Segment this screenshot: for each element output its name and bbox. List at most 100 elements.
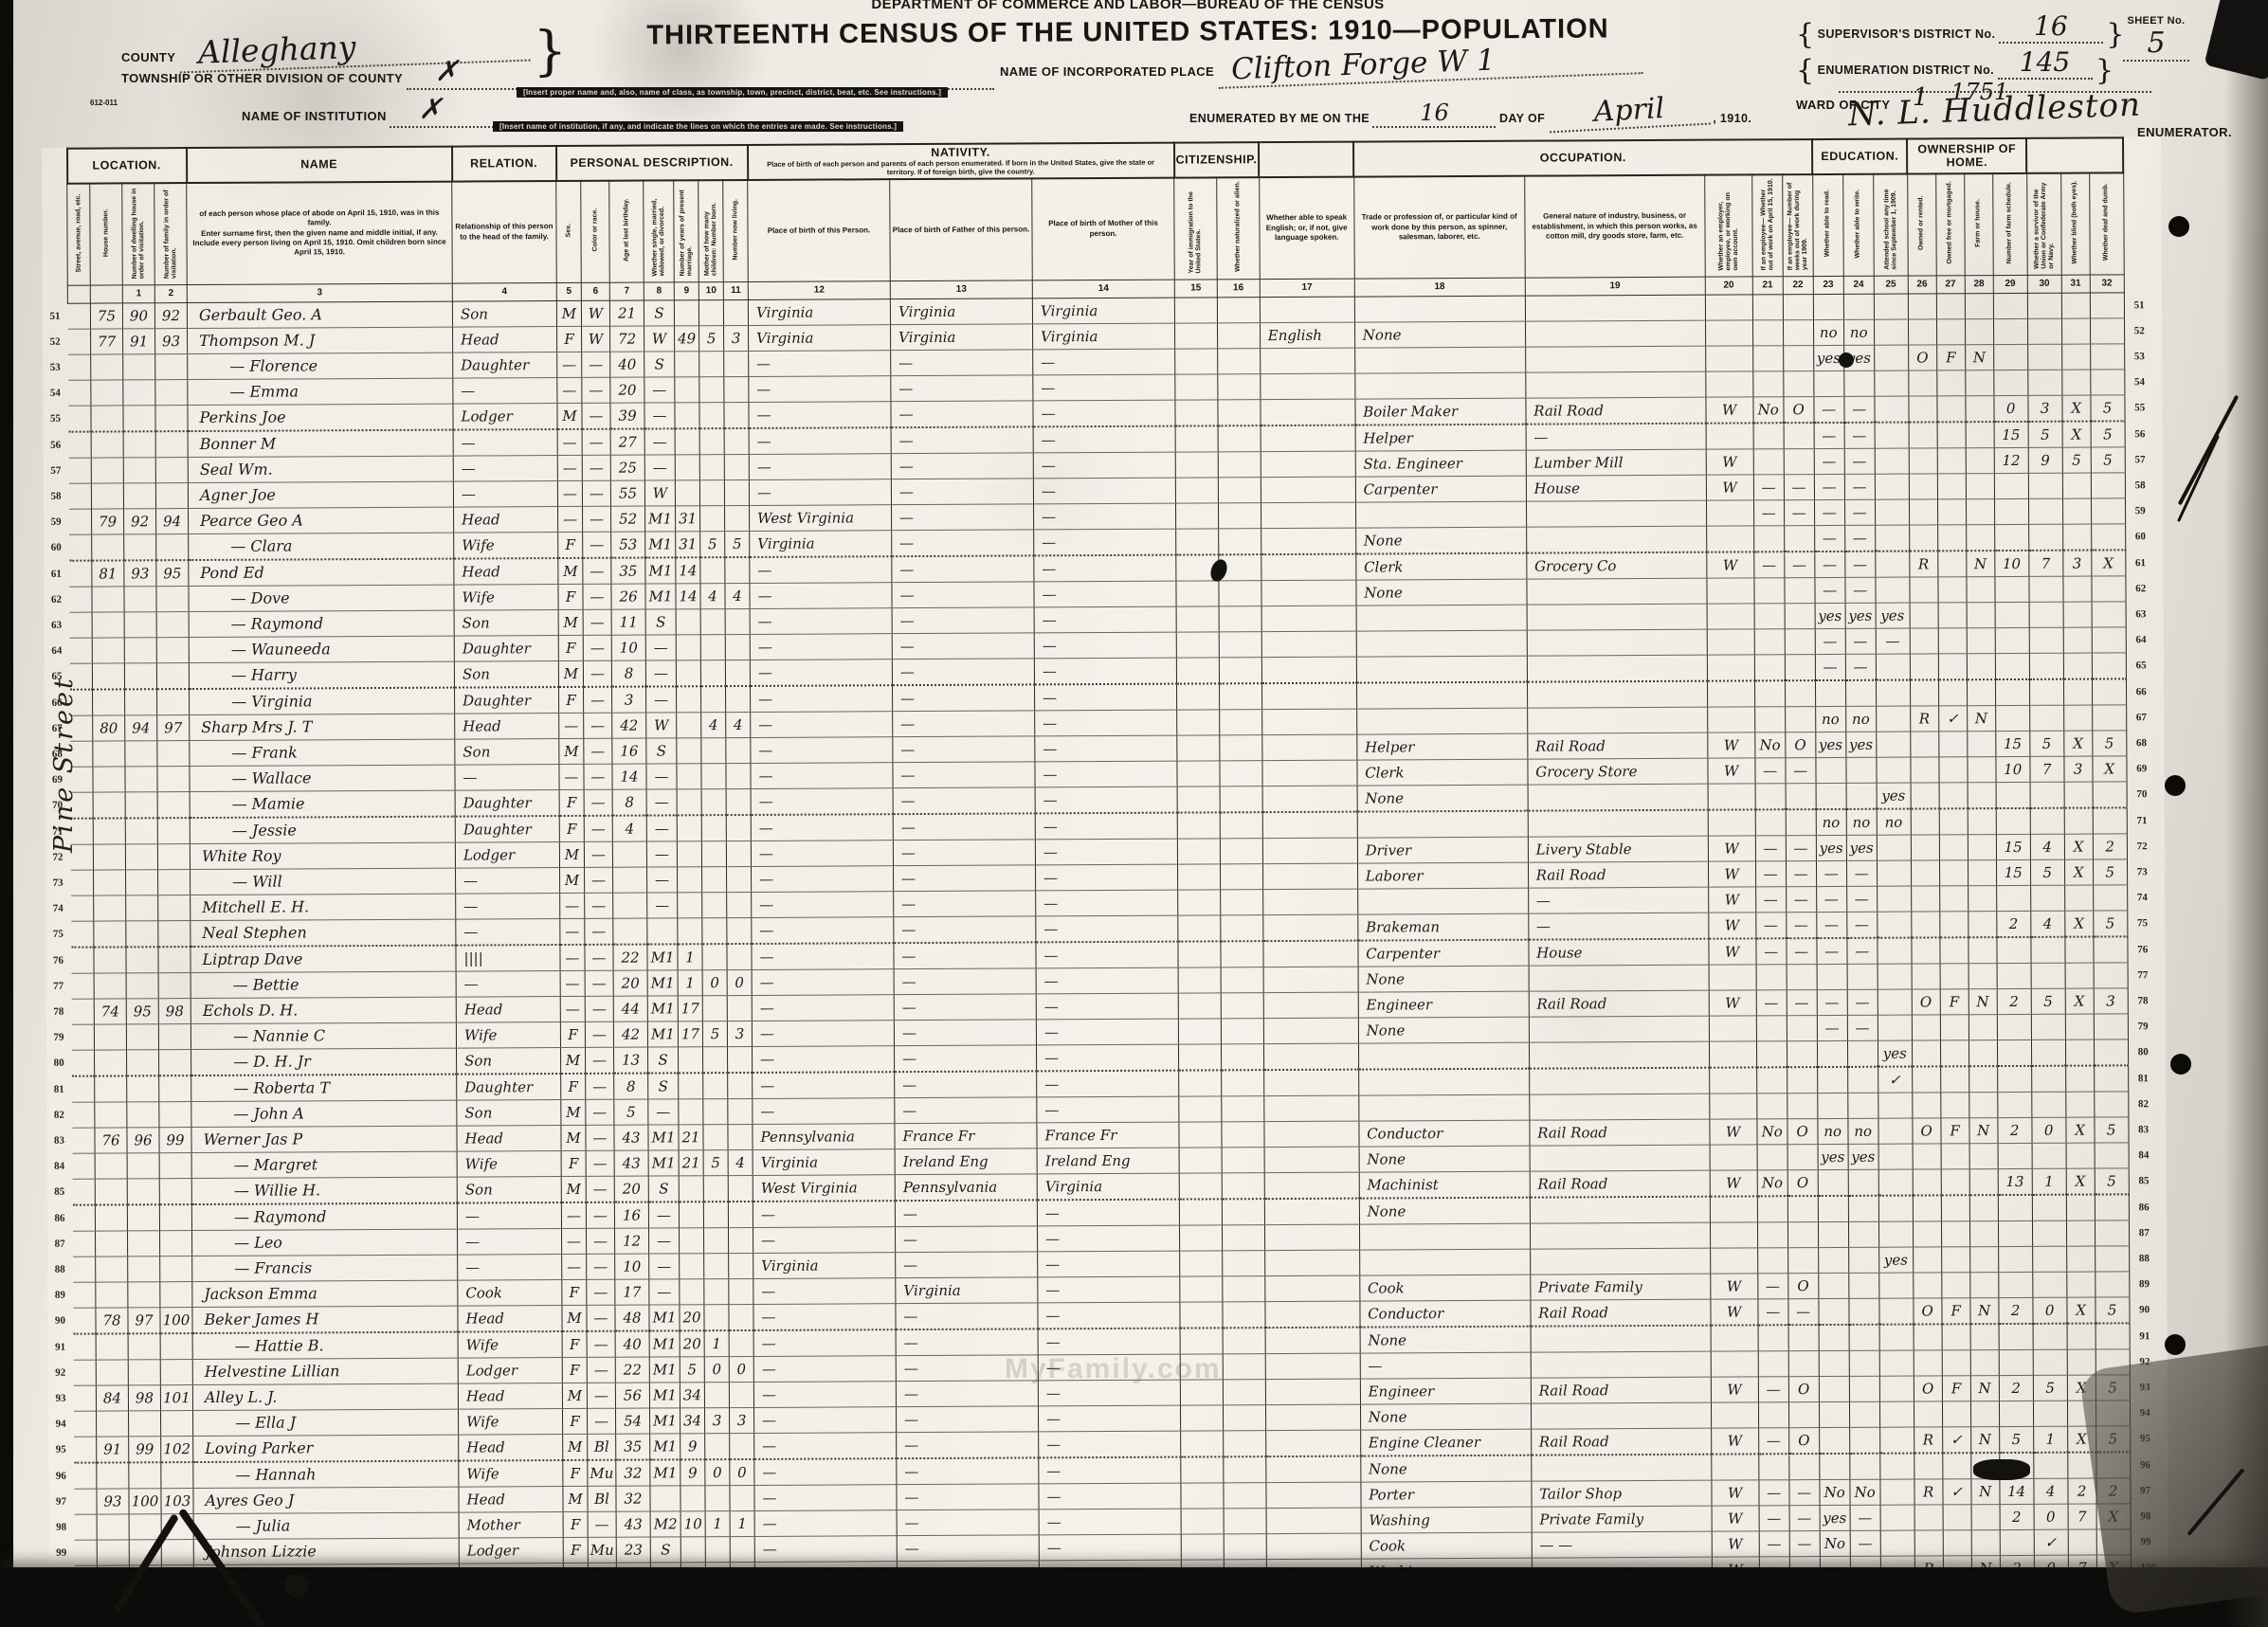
ward-value: 1 <box>1913 83 1929 112</box>
cell-hn <box>93 791 126 819</box>
cell-df: 5 <box>2094 1116 2129 1143</box>
cell-ms: — <box>646 866 678 893</box>
cell-wk: O <box>1785 732 1816 758</box>
cell-bp: — <box>749 426 892 455</box>
cell-o4 <box>1995 678 2030 706</box>
cell-sc <box>1874 370 1909 396</box>
cell-cb <box>699 427 725 455</box>
cell-en <box>1265 1532 1362 1560</box>
pen-stroke <box>284 1573 309 1598</box>
cell-mbp: — <box>1038 1328 1181 1355</box>
cell-oc: None <box>1358 1145 1530 1172</box>
cell-sc <box>1874 395 1909 423</box>
cell-mbp: — <box>1033 477 1176 504</box>
enumerated-line: ENUMERATED BY ME ON THE 16 DAY OF April … <box>1189 89 1751 134</box>
cell-o1 <box>1912 1014 1941 1040</box>
cell-oc: Helper <box>1354 424 1526 451</box>
cell-rd <box>1819 1401 1850 1428</box>
column-description-name: of each person whose place of abode on A… <box>186 181 453 285</box>
cell-df <box>2095 1323 2130 1349</box>
cell-lnR: 57 <box>2134 453 2146 466</box>
cell-o2 <box>1938 756 1968 783</box>
cell-cls <box>1710 1221 1758 1248</box>
cell-na <box>1219 786 1262 813</box>
cell-sv: 0 <box>2032 1296 2067 1324</box>
cell-cr: — <box>581 376 610 404</box>
cell-bp: Virginia <box>753 1252 896 1279</box>
cell-cl <box>728 1227 753 1254</box>
cell-sv <box>2033 1452 2068 1479</box>
cell-cr: — <box>587 1407 616 1435</box>
cell-cl <box>726 814 752 841</box>
cell-sc <box>1874 318 1909 345</box>
cell-sc <box>1874 422 1909 448</box>
column-description-wk: If an employee— Number of weeks out of w… <box>1782 173 1813 277</box>
cell-im <box>1176 683 1220 710</box>
cell-rd: yes <box>1814 603 1845 629</box>
column-description-hn: House number. <box>89 183 123 285</box>
cell-age: 52 <box>610 505 645 532</box>
cell-fm: 102 <box>160 1436 193 1462</box>
cell-wk <box>1785 808 1817 836</box>
cell-en <box>1265 1429 1361 1456</box>
cell-cb <box>703 1304 730 1330</box>
column-number-ind: 19 <box>1524 276 1706 296</box>
cell-ym: 9 <box>680 1433 705 1460</box>
column-number-o3: 28 <box>1964 275 1994 294</box>
cell-oc: Laborer <box>1357 861 1529 889</box>
cell-na <box>1217 297 1261 323</box>
cell-im <box>1174 297 1218 323</box>
cell-lnR: 76 <box>2137 943 2149 955</box>
cell-lnL: 75 <box>52 928 64 940</box>
cell-ind <box>1529 1067 1710 1094</box>
cell-rel: — <box>455 893 560 919</box>
cell-ind <box>1529 1015 1710 1042</box>
cell-cls <box>1706 628 1755 655</box>
cell-hn <box>94 1076 127 1102</box>
cell-cr: — <box>584 788 613 816</box>
cell-lnR: 80 <box>2137 1046 2149 1058</box>
cell-sx: M <box>562 1383 588 1409</box>
cell-name: Jackson Emma <box>191 1279 458 1308</box>
cell-bp: — <box>751 787 894 815</box>
cell-cl <box>729 1329 754 1357</box>
cell-cb <box>704 1485 731 1511</box>
cell-ym <box>680 1485 706 1511</box>
cell-age: 4 <box>612 815 647 841</box>
cell-sc <box>1879 1401 1914 1427</box>
cell-o1: R <box>1910 705 1939 732</box>
cell-cb <box>703 1278 729 1305</box>
cell-dw: 94 <box>124 714 157 741</box>
cell-bp: — <box>753 1329 897 1357</box>
cell-fbp: — <box>893 942 1037 969</box>
cell-fm <box>158 1075 191 1102</box>
cell-cr: — <box>581 402 611 429</box>
cell-lnR: 64 <box>2135 633 2147 646</box>
cell-ow <box>1754 706 1786 732</box>
cell-cb <box>702 1124 729 1150</box>
cell-age: 8 <box>613 1073 648 1099</box>
cell-hn <box>90 353 123 380</box>
cell-ind <box>1530 1247 1711 1274</box>
cell-ind: Rail Road <box>1530 1298 1711 1327</box>
cell-hn <box>94 1023 127 1050</box>
cell-lnR: 75 <box>2136 917 2149 930</box>
cell-ind: — <box>1525 423 1706 450</box>
cell-rel: Son <box>452 300 557 327</box>
cell-rd: — <box>1813 396 1844 423</box>
column-number-ms: 8 <box>644 281 675 300</box>
cell-fbp: — <box>891 529 1034 556</box>
column-number-cl: 11 <box>723 281 749 300</box>
cell-sv <box>2033 1400 2068 1427</box>
cell-ym <box>677 892 702 918</box>
cell-o4 <box>1993 318 2028 345</box>
cell-cb <box>700 660 726 686</box>
cell-cr: Bl <box>587 1433 616 1460</box>
cell-df <box>2094 1142 2129 1168</box>
cell-rel: Head <box>453 557 558 585</box>
cell-bp: — <box>753 1406 897 1434</box>
column-number-o2: 27 <box>1935 275 1966 294</box>
cell-bp: — <box>750 607 893 635</box>
cell-ind: Rail Road <box>1528 989 1710 1017</box>
cell-o1 <box>1909 473 1938 499</box>
